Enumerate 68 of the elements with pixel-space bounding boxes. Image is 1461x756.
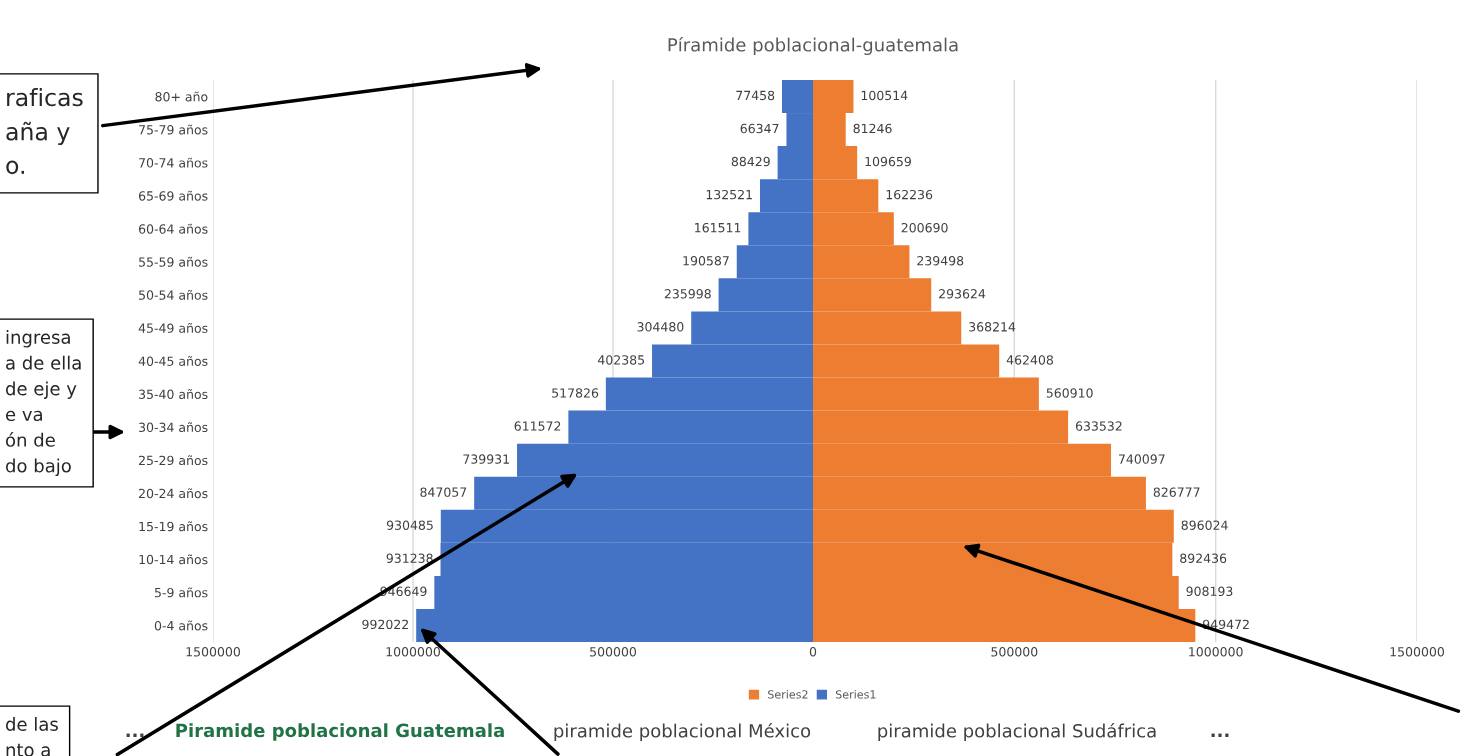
data-label: 560910: [1046, 388, 1093, 398]
data-label: 740097: [1118, 454, 1165, 464]
y-tick-label: 50-54 años: [139, 289, 208, 300]
data-label: 931238: [386, 553, 433, 563]
data-label: 908193: [1186, 586, 1233, 597]
y-tick-label: 10-14 años: [139, 554, 208, 565]
text: piramide poblacional Sudáfrica: [878, 722, 1156, 742]
data-label: 517826: [552, 388, 599, 398]
y-tick-label: 5-9 años: [154, 587, 208, 598]
data-label: 77458: [736, 90, 775, 101]
data-label: 190587: [683, 256, 729, 266]
data-label: 162236: [886, 189, 933, 200]
y-tick-label: 35-40 años: [139, 389, 208, 399]
x-tick-label: 1500000: [186, 647, 240, 657]
y-tick-label: 15-19 años: [139, 521, 208, 532]
data-label: 930485: [386, 520, 433, 530]
data-label: 161511: [695, 222, 741, 233]
y-tick-label: 25-29 años: [139, 455, 208, 466]
data-label: 235998: [664, 289, 711, 299]
data-label: 896024: [1181, 520, 1228, 530]
text: Piramide poblacional Guatemala: [176, 723, 504, 741]
data-label: 132521: [706, 189, 752, 200]
data-label: 88429: [731, 156, 770, 167]
text: ingresa a de ella de eje y e va ón de do bajo: [6, 330, 81, 476]
x-tick-label: 1500000: [1390, 647, 1444, 657]
data-label: 293624: [939, 289, 986, 299]
x-tick-label: 0: [809, 647, 817, 657]
data-label: 739931: [463, 454, 509, 464]
y-tick-label: 60-64 años: [138, 223, 208, 234]
text: raficas aña y o.: [6, 88, 83, 175]
y-tick-label: 75-79 años: [139, 124, 208, 135]
data-label: 847057: [420, 487, 467, 497]
y-tick-label: 70-74 años: [139, 157, 208, 168]
y-tick-label: 65-69 años: [138, 190, 208, 201]
text: ...: [126, 733, 144, 737]
data-label: 239498: [917, 256, 964, 266]
data-label: 200690: [901, 222, 948, 233]
data-label: 611572: [514, 421, 561, 431]
y-tick-label: 0-4 años: [154, 620, 208, 631]
data-label: 100514: [861, 90, 908, 101]
data-label: 109659: [865, 156, 911, 167]
x-tick-label: 1000000: [386, 647, 440, 657]
y-tick-label: 20-24 años: [139, 488, 208, 499]
data-label: 402385: [597, 355, 645, 365]
y-tick-label: 30-34 años: [139, 422, 208, 433]
data-label: 368214: [969, 322, 1016, 332]
text: ...: [1211, 733, 1229, 737]
text: de las nto a: [6, 717, 58, 756]
legend-label: Series2: [768, 690, 808, 699]
data-label: 633532: [1075, 421, 1122, 431]
data-label: 892436: [1180, 553, 1227, 563]
data-label: 462408: [1006, 355, 1053, 365]
chart-title: Píramide poblacional-guatemala: [668, 36, 958, 56]
y-tick-label: 55-59 años: [139, 256, 208, 267]
x-tick-label: 500000: [991, 647, 1038, 657]
data-label: 992022: [362, 619, 408, 630]
legend-label: Series1: [835, 690, 876, 699]
data-label: 304480: [637, 322, 684, 332]
y-tick-label: 45-49 años: [138, 322, 208, 333]
data-label: 66347: [740, 123, 779, 134]
data-label: 81246: [853, 123, 892, 134]
y-tick-label: 80+ año: [155, 91, 208, 102]
y-tick-label: 40-45 años: [138, 356, 208, 366]
data-label: 949472: [1203, 619, 1249, 630]
data-label: 826777: [1153, 487, 1200, 497]
x-tick-label: 500000: [590, 647, 637, 657]
text: piramide poblacional México: [554, 722, 811, 742]
x-tick-label: 1000000: [1189, 647, 1243, 657]
